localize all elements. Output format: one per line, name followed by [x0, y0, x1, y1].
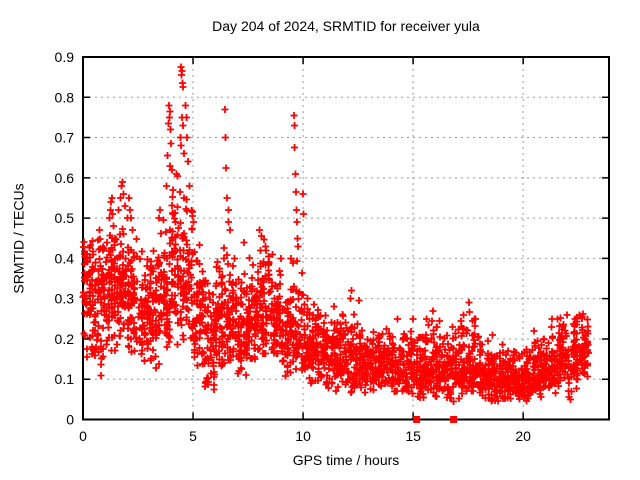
y-tick-label: 0.1 — [55, 371, 75, 387]
y-tick-label: 0.2 — [55, 331, 75, 347]
chart-title: Day 204 of 2024, SRMTID for receiver yul… — [212, 18, 480, 34]
y-tick-label: 0.7 — [55, 130, 75, 146]
x-axis-label: GPS time / hours — [292, 452, 400, 468]
x-tick-label: 5 — [189, 428, 197, 444]
grid-lines — [83, 57, 609, 420]
y-tick-label: 0.9 — [55, 49, 75, 65]
flag-point-square — [413, 416, 421, 423]
scatter-points-plus — [79, 63, 592, 405]
y-tick-label: 0.8 — [55, 89, 75, 105]
plot-frame — [82, 56, 610, 421]
y-tick-label: 0.3 — [55, 291, 75, 307]
flag-point-square — [450, 416, 458, 423]
x-tick-label: 0 — [79, 428, 87, 444]
y-axis-label: SRMTID / TECUs — [10, 183, 27, 294]
x-tick-label: 15 — [405, 428, 421, 444]
y-tick-label: 0.6 — [55, 170, 75, 186]
y-tick-label: 0 — [66, 412, 74, 428]
y-tick-label: 0.4 — [55, 250, 75, 266]
y-tick-label: 0.5 — [55, 210, 75, 226]
x-tick-label: 10 — [295, 428, 311, 444]
x-tick-label: 20 — [515, 428, 531, 444]
